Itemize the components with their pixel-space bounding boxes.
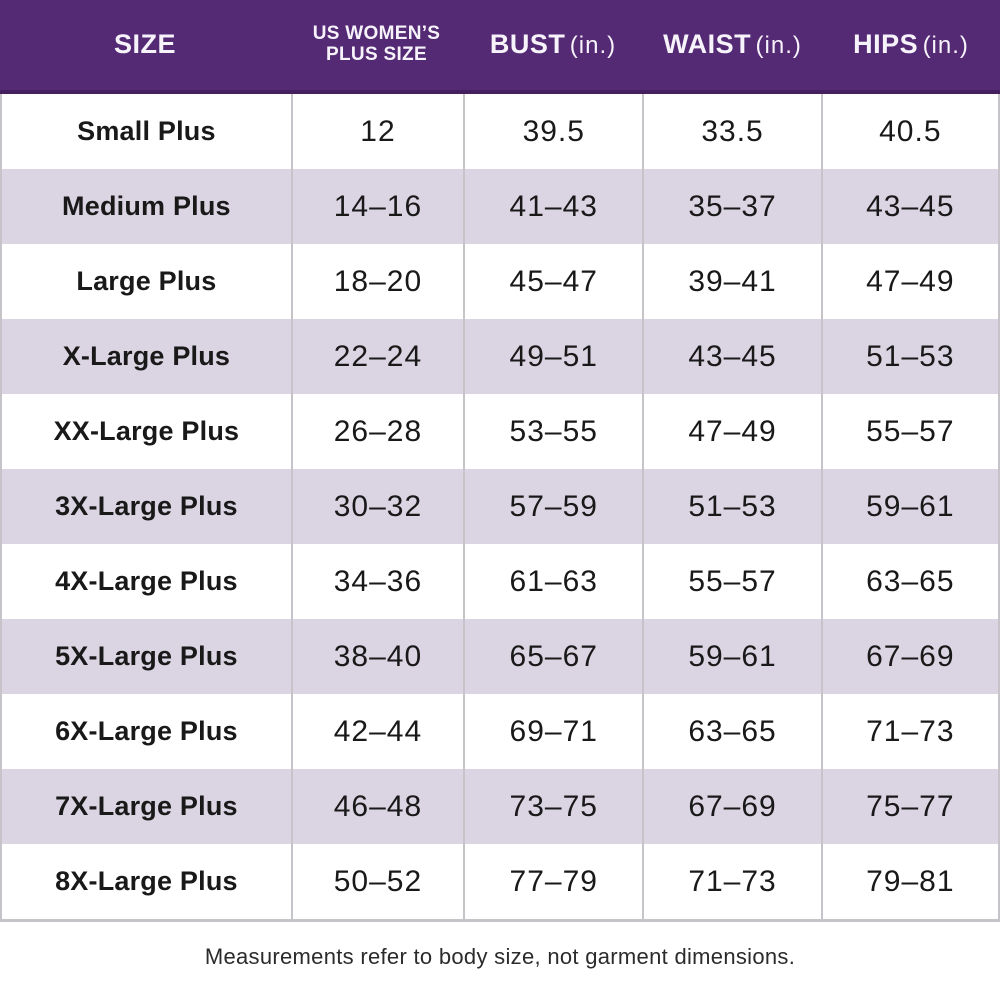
us-plus-size-cell: 42–44 bbox=[290, 694, 463, 769]
bust-cell: 45–47 bbox=[463, 244, 642, 319]
bust-cell: 69–71 bbox=[463, 694, 642, 769]
us-plus-size-cell: 46–48 bbox=[290, 769, 463, 844]
waist-cell: 35–37 bbox=[642, 169, 820, 244]
table-header: SIZE US WOMEN’S PLUS SIZE BUST (in.) WAI… bbox=[0, 0, 1000, 94]
waist-cell: 43–45 bbox=[642, 319, 820, 394]
waist-cell: 67–69 bbox=[642, 769, 820, 844]
bust-cell: 57–59 bbox=[463, 469, 642, 544]
header-cell-hips: HIPS (in.) bbox=[822, 30, 1000, 59]
waist-cell: 63–65 bbox=[642, 694, 820, 769]
waist-cell: 47–49 bbox=[642, 394, 820, 469]
bust-cell: 77–79 bbox=[463, 844, 642, 919]
hips-cell: 40.5 bbox=[820, 94, 998, 169]
table-row: 8X-Large Plus 50–52 77–79 71–73 79–81 bbox=[2, 844, 998, 919]
header-cell-waist: WAIST (in.) bbox=[643, 30, 822, 59]
us-plus-size-cell: 38–40 bbox=[290, 619, 463, 694]
table-row: Large Plus 18–20 45–47 39–41 47–49 bbox=[2, 244, 998, 319]
table-row: 6X-Large Plus 42–44 69–71 63–65 71–73 bbox=[2, 694, 998, 769]
size-name-cell: 7X-Large Plus bbox=[55, 791, 238, 821]
us-plus-size-cell: 30–32 bbox=[290, 469, 463, 544]
header-unit-hips: (in.) bbox=[922, 32, 969, 60]
table-body: Small Plus 12 39.5 33.5 40.5 Medium Plus… bbox=[0, 94, 1000, 922]
us-plus-size-cell: 18–20 bbox=[290, 244, 463, 319]
size-name-cell: 8X-Large Plus bbox=[55, 866, 238, 896]
hips-cell: 67–69 bbox=[820, 619, 998, 694]
hips-cell: 71–73 bbox=[820, 694, 998, 769]
hips-cell: 51–53 bbox=[820, 319, 998, 394]
table-row: Small Plus 12 39.5 33.5 40.5 bbox=[2, 94, 998, 169]
waist-cell: 33.5 bbox=[642, 94, 820, 169]
hips-cell: 55–57 bbox=[820, 394, 998, 469]
size-name-cell: 4X-Large Plus bbox=[55, 566, 238, 596]
waist-cell: 39–41 bbox=[642, 244, 820, 319]
size-name-cell: 5X-Large Plus bbox=[55, 641, 238, 671]
header-cell-us-plus-size: US WOMEN’S PLUS SIZE bbox=[290, 24, 463, 65]
size-name-cell: 3X-Large Plus bbox=[55, 491, 238, 521]
header-label-waist: WAIST bbox=[663, 29, 752, 60]
header-label-hips: HIPS bbox=[853, 29, 919, 60]
bust-cell: 73–75 bbox=[463, 769, 642, 844]
us-plus-size-cell: 26–28 bbox=[290, 394, 463, 469]
waist-cell: 71–73 bbox=[642, 844, 820, 919]
table-row: Medium Plus 14–16 41–43 35–37 43–45 bbox=[2, 169, 998, 244]
header-label-bust: BUST bbox=[489, 29, 566, 60]
bust-cell: 53–55 bbox=[463, 394, 642, 469]
bust-cell: 41–43 bbox=[463, 169, 642, 244]
header-label-size: SIZE bbox=[113, 29, 176, 60]
bust-cell: 49–51 bbox=[463, 319, 642, 394]
hips-cell: 79–81 bbox=[820, 844, 998, 919]
header-label-plus-size: PLUS SIZE bbox=[326, 44, 427, 65]
table-row: 4X-Large Plus 34–36 61–63 55–57 63–65 bbox=[2, 544, 998, 619]
table-row: 3X-Large Plus 30–32 57–59 51–53 59–61 bbox=[2, 469, 998, 544]
table-row: 7X-Large Plus 46–48 73–75 67–69 75–77 bbox=[2, 769, 998, 844]
hips-cell: 63–65 bbox=[820, 544, 998, 619]
header-unit-bust: (in.) bbox=[569, 32, 617, 60]
hips-cell: 59–61 bbox=[820, 469, 998, 544]
hips-cell: 47–49 bbox=[820, 244, 998, 319]
table-row: 5X-Large Plus 38–40 65–67 59–61 67–69 bbox=[2, 619, 998, 694]
header-unit-waist: (in.) bbox=[755, 32, 802, 60]
header-label-us-womens: US WOMEN’S bbox=[312, 23, 441, 45]
header-cell-bust: BUST (in.) bbox=[463, 30, 643, 59]
measurement-footnote: Measurements refer to body size, not gar… bbox=[204, 944, 796, 969]
table-row: XX-Large Plus 26–28 53–55 47–49 55–57 bbox=[2, 394, 998, 469]
size-name-cell: Large Plus bbox=[76, 266, 217, 296]
waist-cell: 51–53 bbox=[642, 469, 820, 544]
hips-cell: 43–45 bbox=[820, 169, 998, 244]
bust-cell: 39.5 bbox=[463, 94, 642, 169]
us-plus-size-cell: 22–24 bbox=[290, 319, 463, 394]
size-name-cell: X-Large Plus bbox=[62, 341, 231, 371]
us-plus-size-cell: 34–36 bbox=[290, 544, 463, 619]
waist-cell: 59–61 bbox=[642, 619, 820, 694]
header-cell-size: SIZE bbox=[0, 30, 290, 59]
us-plus-size-cell: 50–52 bbox=[290, 844, 463, 919]
size-name-cell: Medium Plus bbox=[62, 191, 231, 221]
us-plus-size-cell: 14–16 bbox=[290, 169, 463, 244]
bust-cell: 61–63 bbox=[463, 544, 642, 619]
us-plus-size-cell: 12 bbox=[290, 94, 463, 169]
bust-cell: 65–67 bbox=[463, 619, 642, 694]
size-name-cell: 6X-Large Plus bbox=[55, 716, 238, 746]
waist-cell: 55–57 bbox=[642, 544, 820, 619]
size-name-cell: XX-Large Plus bbox=[53, 416, 240, 446]
hips-cell: 75–77 bbox=[820, 769, 998, 844]
size-name-cell: Small Plus bbox=[77, 116, 216, 146]
table-row: X-Large Plus 22–24 49–51 43–45 51–53 bbox=[2, 319, 998, 394]
